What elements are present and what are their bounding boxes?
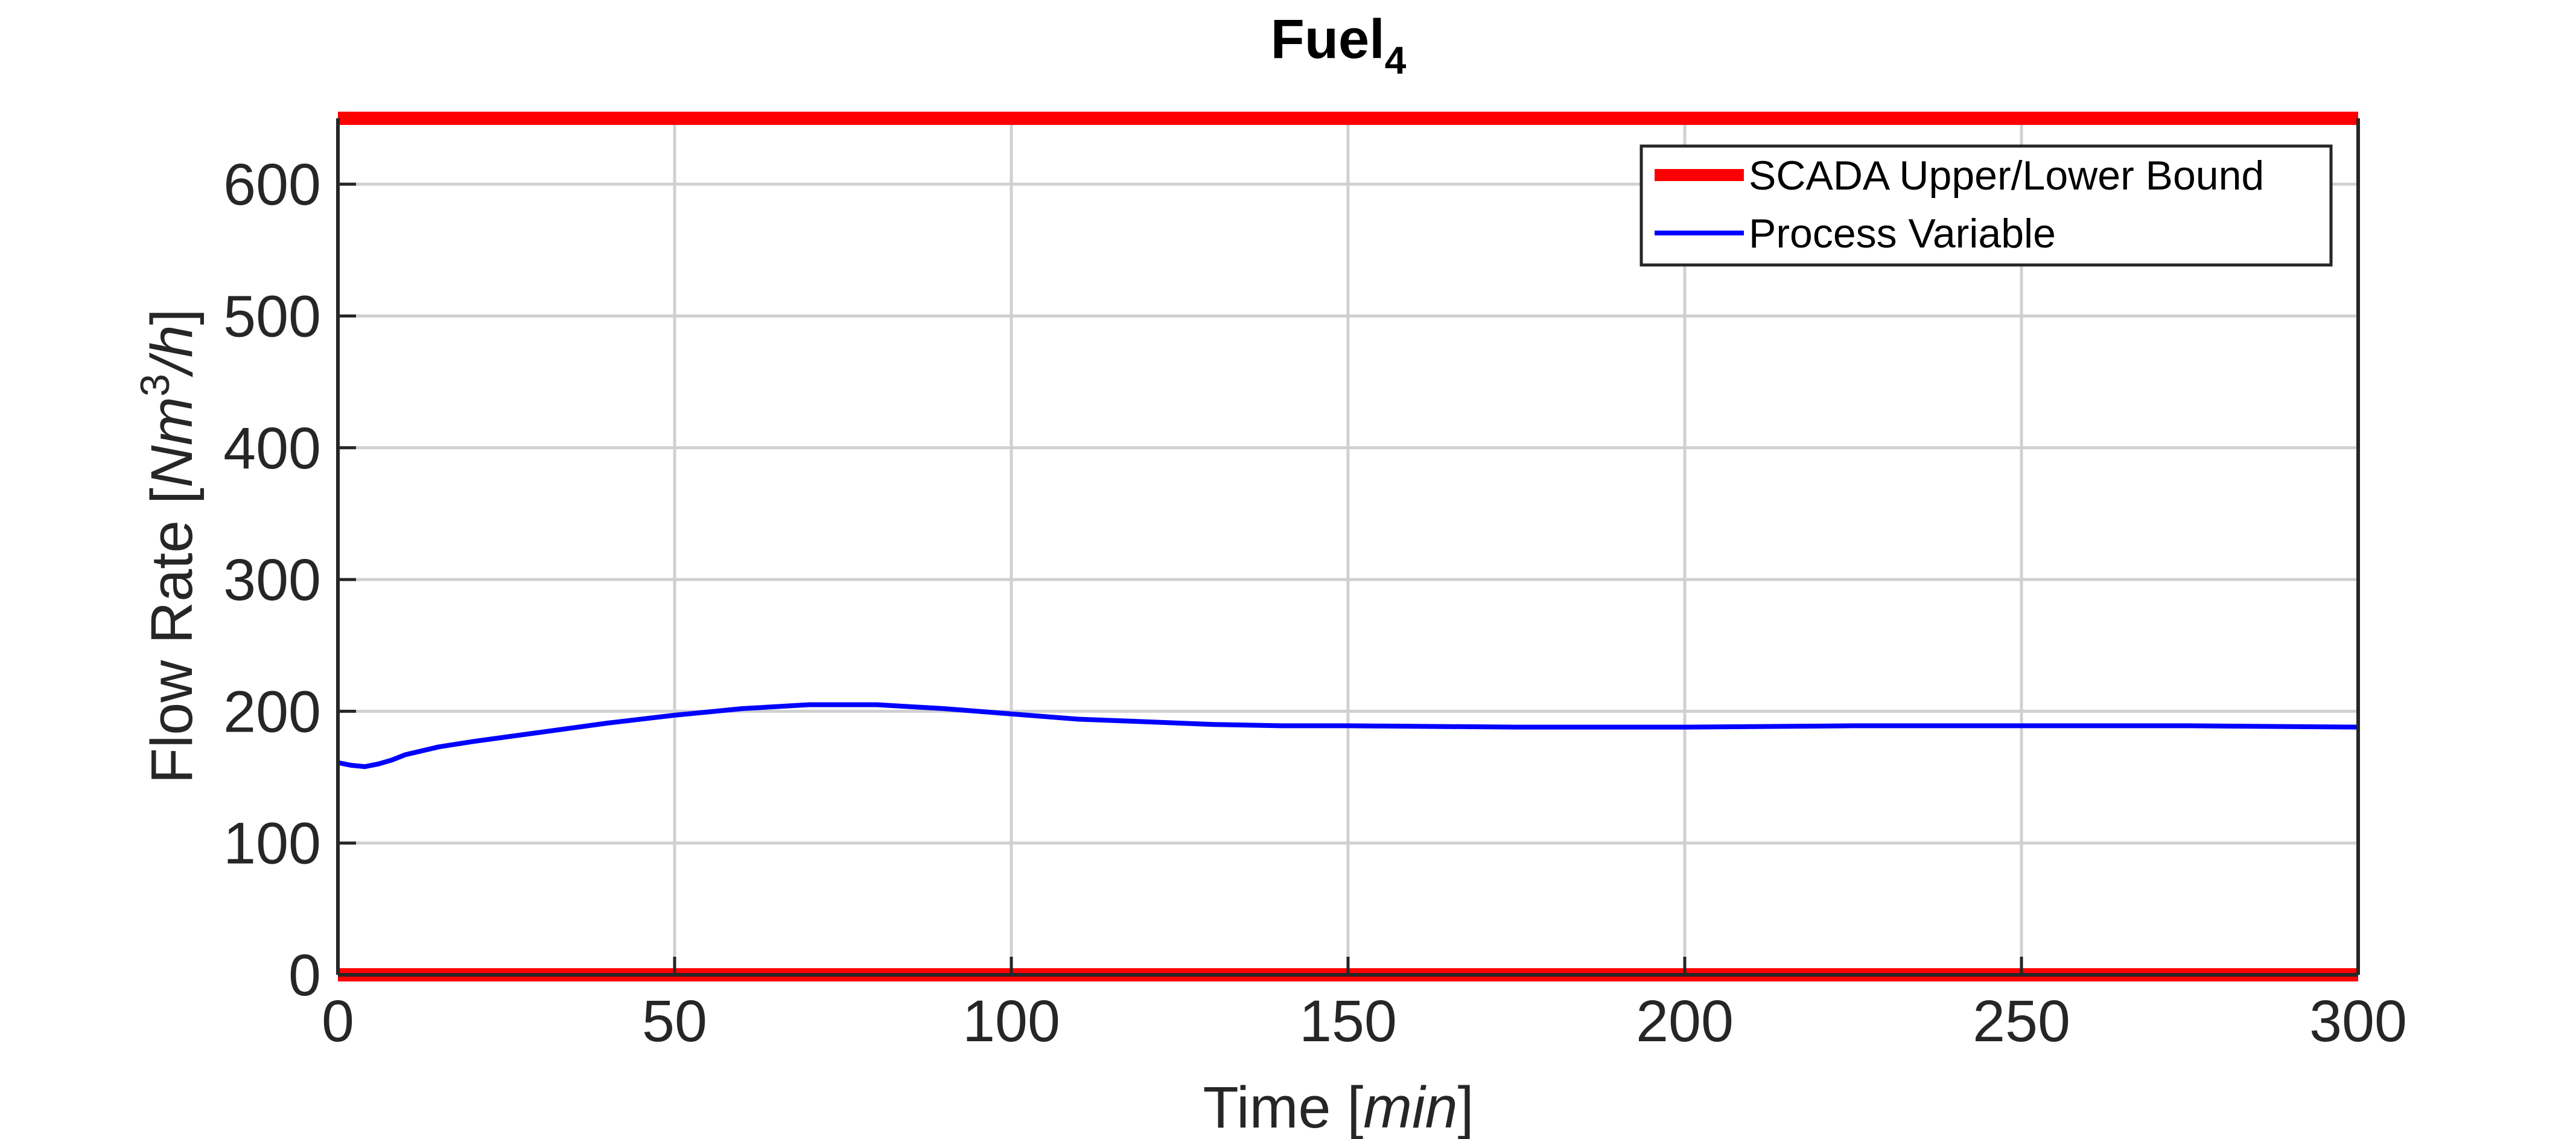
process-series [337, 702, 2359, 770]
legend-entry-bounds: SCADA Upper/Lower Bound [1749, 153, 2264, 199]
y-tick-label: 200 [223, 678, 321, 744]
y-tick-label: 100 [223, 811, 321, 876]
legend-box [1639, 144, 2333, 267]
x-tick-label: 100 [962, 988, 1060, 1054]
y-axis-label: Flow Rate [Nm3/h] [132, 308, 205, 783]
x-tick-label: 150 [1299, 988, 1397, 1054]
y-tick-label: 400 [223, 415, 321, 481]
x-tick-label: 0 [322, 988, 354, 1054]
x-axis-label: Time [min] [1203, 1074, 1474, 1139]
axes [336, 118, 2360, 977]
x-tick-label: 200 [1636, 988, 1734, 1054]
y-tick-label: 500 [223, 283, 321, 349]
legend-entry-process: Process Variable [1749, 211, 2056, 257]
y-tick-label: 300 [223, 547, 321, 613]
y-tick-label: 0 [288, 942, 321, 1008]
process-variable-line [337, 702, 2359, 770]
grid [338, 118, 2358, 975]
chart-title-subscript: 4 [1385, 39, 1407, 82]
y-tick-label: 600 [223, 152, 321, 217]
chart-title: Fuel4 [1271, 8, 1407, 82]
legend: SCADA Upper/Lower Bound Process Variable [1639, 144, 2333, 267]
tick-labels: 0 50 100 150 200 250 300 0 100 200 300 400 500 600 [223, 152, 2407, 1054]
x-tick-label: 50 [642, 988, 707, 1054]
x-tick-label: 250 [1973, 988, 2070, 1054]
x-tick-label: 300 [2309, 988, 2407, 1054]
